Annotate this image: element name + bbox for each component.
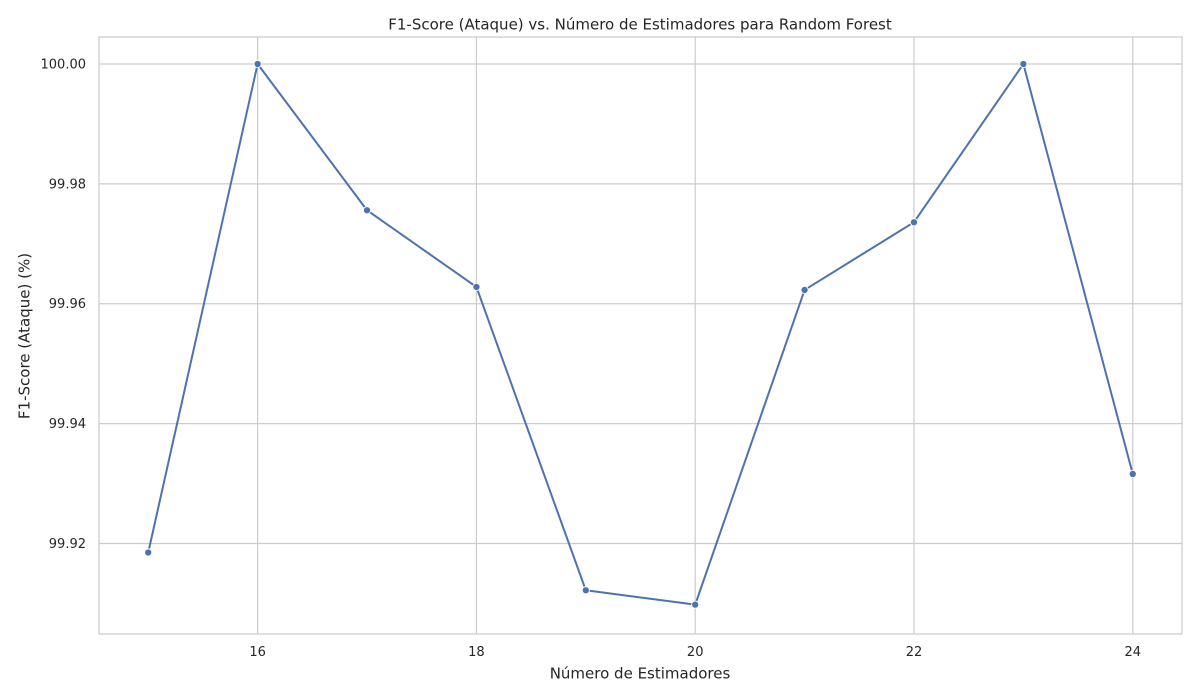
data-point [1019,59,1028,69]
x-tick-label: 24 [1124,645,1141,660]
series-line [147,62,1134,606]
data-point [144,548,153,557]
series-group [144,59,1137,609]
y-tick-label: 99.92 [49,537,86,552]
y-axis-label: F1-Score (Ataque) (%) [16,253,34,419]
x-tick-label: 16 [249,645,266,660]
x-axis-label: Número de Estimadores [550,665,731,683]
data-point [909,218,919,227]
x-tick-label: 20 [687,645,704,660]
grid-lines [99,37,1182,634]
data-point [253,59,262,69]
y-tick-label: 99.98 [49,177,86,192]
data-point [472,282,481,291]
x-tick-label: 22 [906,645,923,660]
y-tick-label: 100.00 [41,57,87,72]
data-point [362,206,372,215]
x-tick-label: 18 [468,645,485,660]
x-axis-ticks: 16 18 20 22 24 [249,645,1141,660]
data-point [581,586,590,595]
y-tick-label: 99.96 [49,297,86,312]
data-point [800,285,809,294]
data-point [691,600,700,609]
y-axis-ticks: 99.92 99.94 99.96 99.98 100.00 [41,57,87,552]
chart-title: F1-Score (Ataque) vs. Número de Estimado… [388,16,892,34]
plot-area-frame [98,36,1183,635]
y-tick-label: 99.94 [49,417,86,432]
data-point [1128,469,1137,479]
